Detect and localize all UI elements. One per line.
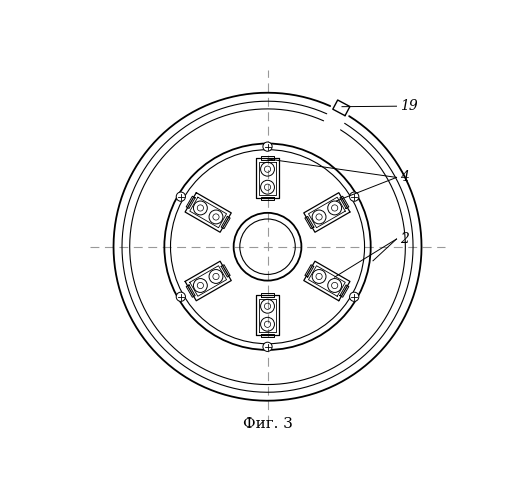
Circle shape: [176, 192, 185, 202]
Circle shape: [176, 292, 185, 302]
Circle shape: [350, 192, 359, 202]
Circle shape: [263, 342, 272, 351]
Circle shape: [263, 142, 272, 151]
Text: 2: 2: [400, 232, 409, 246]
Text: 4: 4: [400, 170, 409, 184]
Text: 19: 19: [400, 99, 418, 113]
Text: Фиг. 3: Фиг. 3: [243, 417, 292, 431]
Circle shape: [350, 292, 359, 302]
